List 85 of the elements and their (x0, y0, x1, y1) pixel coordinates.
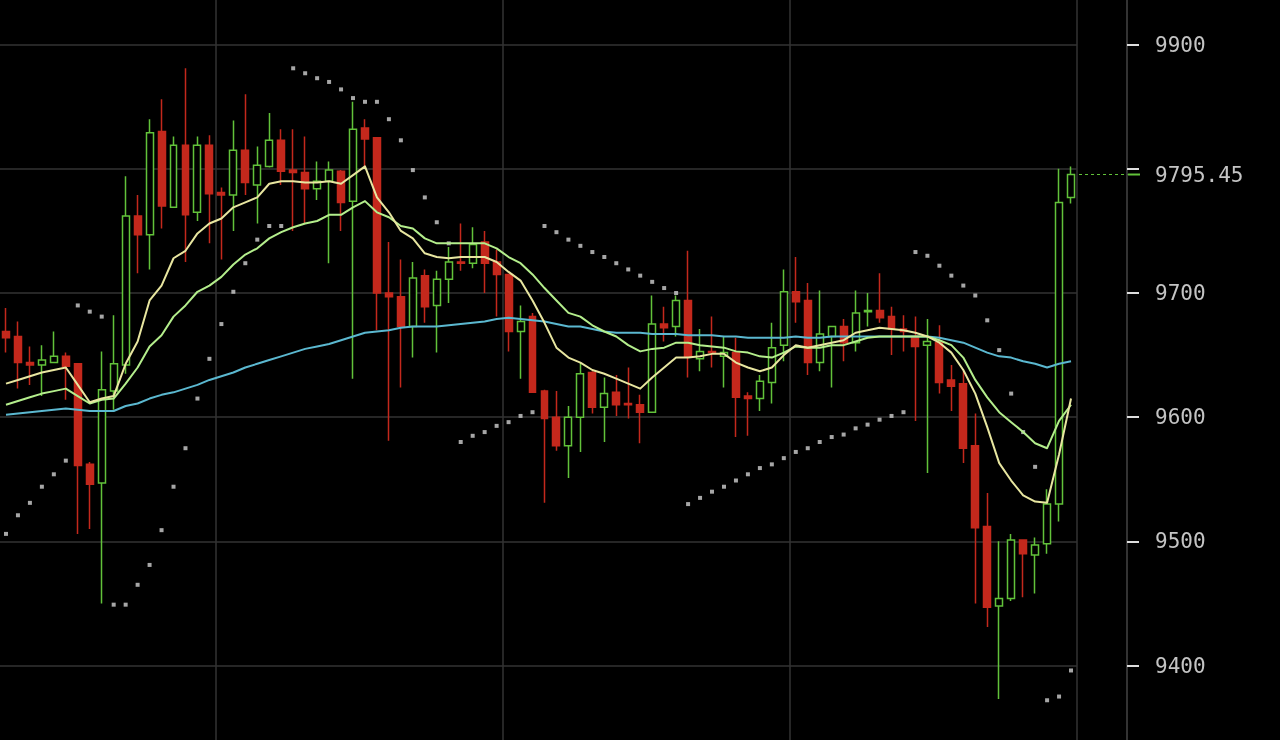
candlestick (13, 320, 23, 390)
candlestick (551, 390, 561, 452)
candlestick (348, 101, 358, 380)
candlestick (994, 540, 1004, 700)
candlestick (779, 268, 789, 363)
candlestick (85, 461, 95, 530)
line-series (4, 200, 1073, 450)
candlestick (1, 307, 11, 354)
candlestick (432, 269, 442, 354)
candlestick (599, 376, 609, 443)
candlestick (982, 492, 992, 628)
candlestick (934, 324, 944, 395)
candlestick (887, 305, 896, 356)
candlestick (456, 222, 466, 272)
candlestick (743, 391, 753, 437)
candlestick (169, 135, 178, 209)
candlestick (863, 292, 873, 328)
candlestick (504, 273, 514, 353)
candlestick (623, 366, 633, 420)
candlestick (587, 370, 597, 415)
candlestick (157, 98, 167, 230)
candlestick (420, 268, 430, 324)
candlestick (922, 318, 932, 474)
candlestick (492, 248, 502, 318)
candlestick (204, 134, 214, 245)
candlestick (145, 118, 155, 271)
candlestick (276, 128, 286, 186)
candlestick (528, 312, 537, 394)
candlestick (192, 135, 202, 222)
candlestick (252, 145, 262, 225)
y-tick-label: 9700 (1155, 281, 1206, 306)
candlestick (791, 256, 801, 324)
candlestick (216, 186, 226, 261)
candlestick (563, 405, 573, 479)
candlestick (575, 361, 585, 453)
candlestick (109, 314, 119, 411)
y-tick-label: 9900 (1155, 32, 1206, 57)
candlestick (1018, 539, 1028, 598)
y-tick-label: 9600 (1155, 405, 1206, 430)
candlestick (384, 241, 394, 442)
candlestick (61, 351, 71, 401)
candlestick (37, 344, 47, 397)
y-tick-label: 9500 (1155, 529, 1206, 554)
candlestick (1054, 168, 1064, 523)
candlestick (635, 394, 645, 445)
candlestick (970, 412, 980, 605)
candlestick (300, 135, 310, 225)
candlestick (946, 364, 956, 412)
candlestick (755, 374, 765, 412)
candlestick (324, 160, 334, 264)
candlestick (396, 258, 406, 389)
candlestick (707, 315, 717, 369)
ref-line-label: 9795.45 (1155, 162, 1244, 187)
candlestick (133, 194, 143, 274)
candlestick (731, 336, 741, 438)
line-series (4, 165, 1073, 504)
candlestick (671, 294, 681, 338)
candlestick (49, 330, 59, 364)
candlestick (121, 175, 131, 375)
y-tick-label: 9400 (1155, 653, 1206, 678)
candlestick (827, 325, 837, 389)
line-series (4, 316, 1073, 416)
candlestick (181, 67, 190, 263)
candlestick (1006, 533, 1016, 602)
candlestick (372, 137, 382, 332)
candlestick (875, 272, 885, 324)
candlestick (1030, 536, 1040, 595)
candlestick (228, 119, 238, 232)
candlestick (240, 93, 250, 196)
candlestick (910, 315, 920, 422)
candlestick (360, 118, 370, 168)
candlestick (659, 305, 669, 343)
candlestick (444, 246, 454, 304)
candlestick (97, 350, 107, 605)
candlestick (611, 374, 621, 417)
candlestick (1066, 165, 1076, 205)
candlestick (288, 128, 298, 232)
candlestick (408, 261, 418, 359)
candlestick (683, 250, 693, 379)
candlestick (516, 304, 526, 380)
candlestick (958, 370, 968, 464)
candlestick (1042, 488, 1052, 555)
candlestick (25, 345, 35, 386)
candlestick (264, 112, 274, 169)
candlestick (540, 389, 549, 504)
